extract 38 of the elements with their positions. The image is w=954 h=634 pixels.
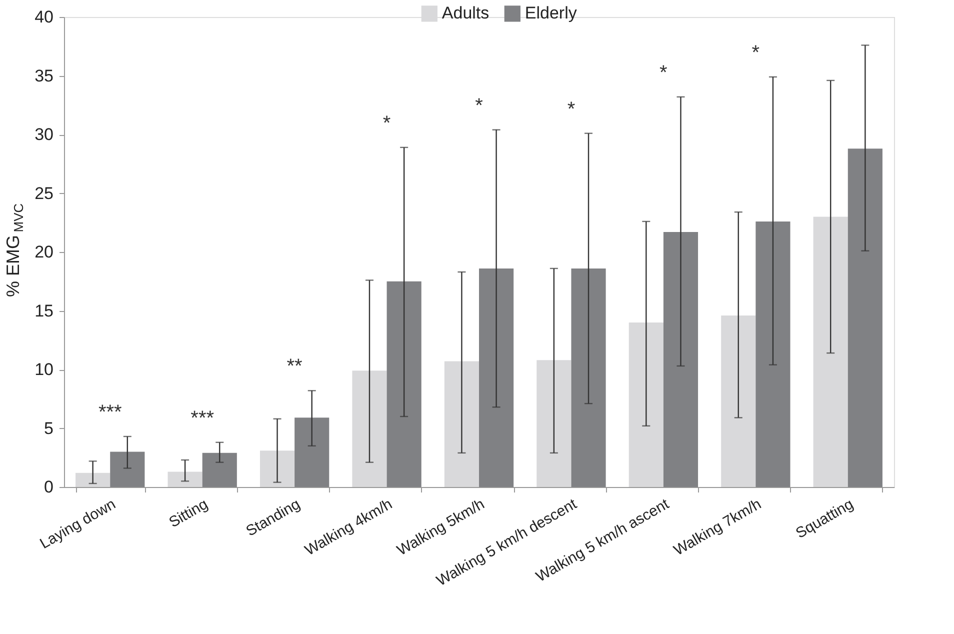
bar <box>536 360 572 487</box>
legend-label: Adults <box>442 4 490 23</box>
annotation: ** <box>286 356 303 378</box>
y-tick-label: 10 <box>34 360 54 379</box>
annotation: * <box>660 62 668 84</box>
bar <box>386 281 422 487</box>
bar <box>76 472 110 487</box>
bar <box>663 232 698 487</box>
y-tick-label: 25 <box>34 184 54 203</box>
y-tick-label: 0 <box>44 478 54 496</box>
bar <box>110 452 145 487</box>
y-tick-label: 30 <box>34 125 54 144</box>
annotation: *** <box>190 407 214 430</box>
y-axis-title: % EMGMVC <box>3 203 26 297</box>
bar <box>721 315 756 487</box>
bar <box>168 472 202 487</box>
bar <box>352 370 387 487</box>
bar <box>571 268 606 487</box>
bar <box>756 221 790 487</box>
bar <box>444 361 479 487</box>
y-tick-label: 15 <box>34 301 54 320</box>
bar <box>260 450 295 487</box>
annotation: * <box>382 112 391 134</box>
y-tick-label: 5 <box>44 418 54 438</box>
annotation: *** <box>98 401 122 424</box>
bar <box>813 216 848 487</box>
bar <box>479 268 514 487</box>
y-tick-label: 40 <box>34 8 54 26</box>
bar <box>628 322 664 487</box>
bar <box>202 452 237 487</box>
y-tick-label: 35 <box>34 66 54 86</box>
annotation: * <box>475 94 484 117</box>
y-tick-label: 20 <box>34 242 54 262</box>
annotation: * <box>567 98 576 120</box>
annotation: * <box>752 42 760 64</box>
legend-label: Elderly <box>524 4 578 23</box>
bar <box>294 418 330 487</box>
bar <box>848 148 882 487</box>
